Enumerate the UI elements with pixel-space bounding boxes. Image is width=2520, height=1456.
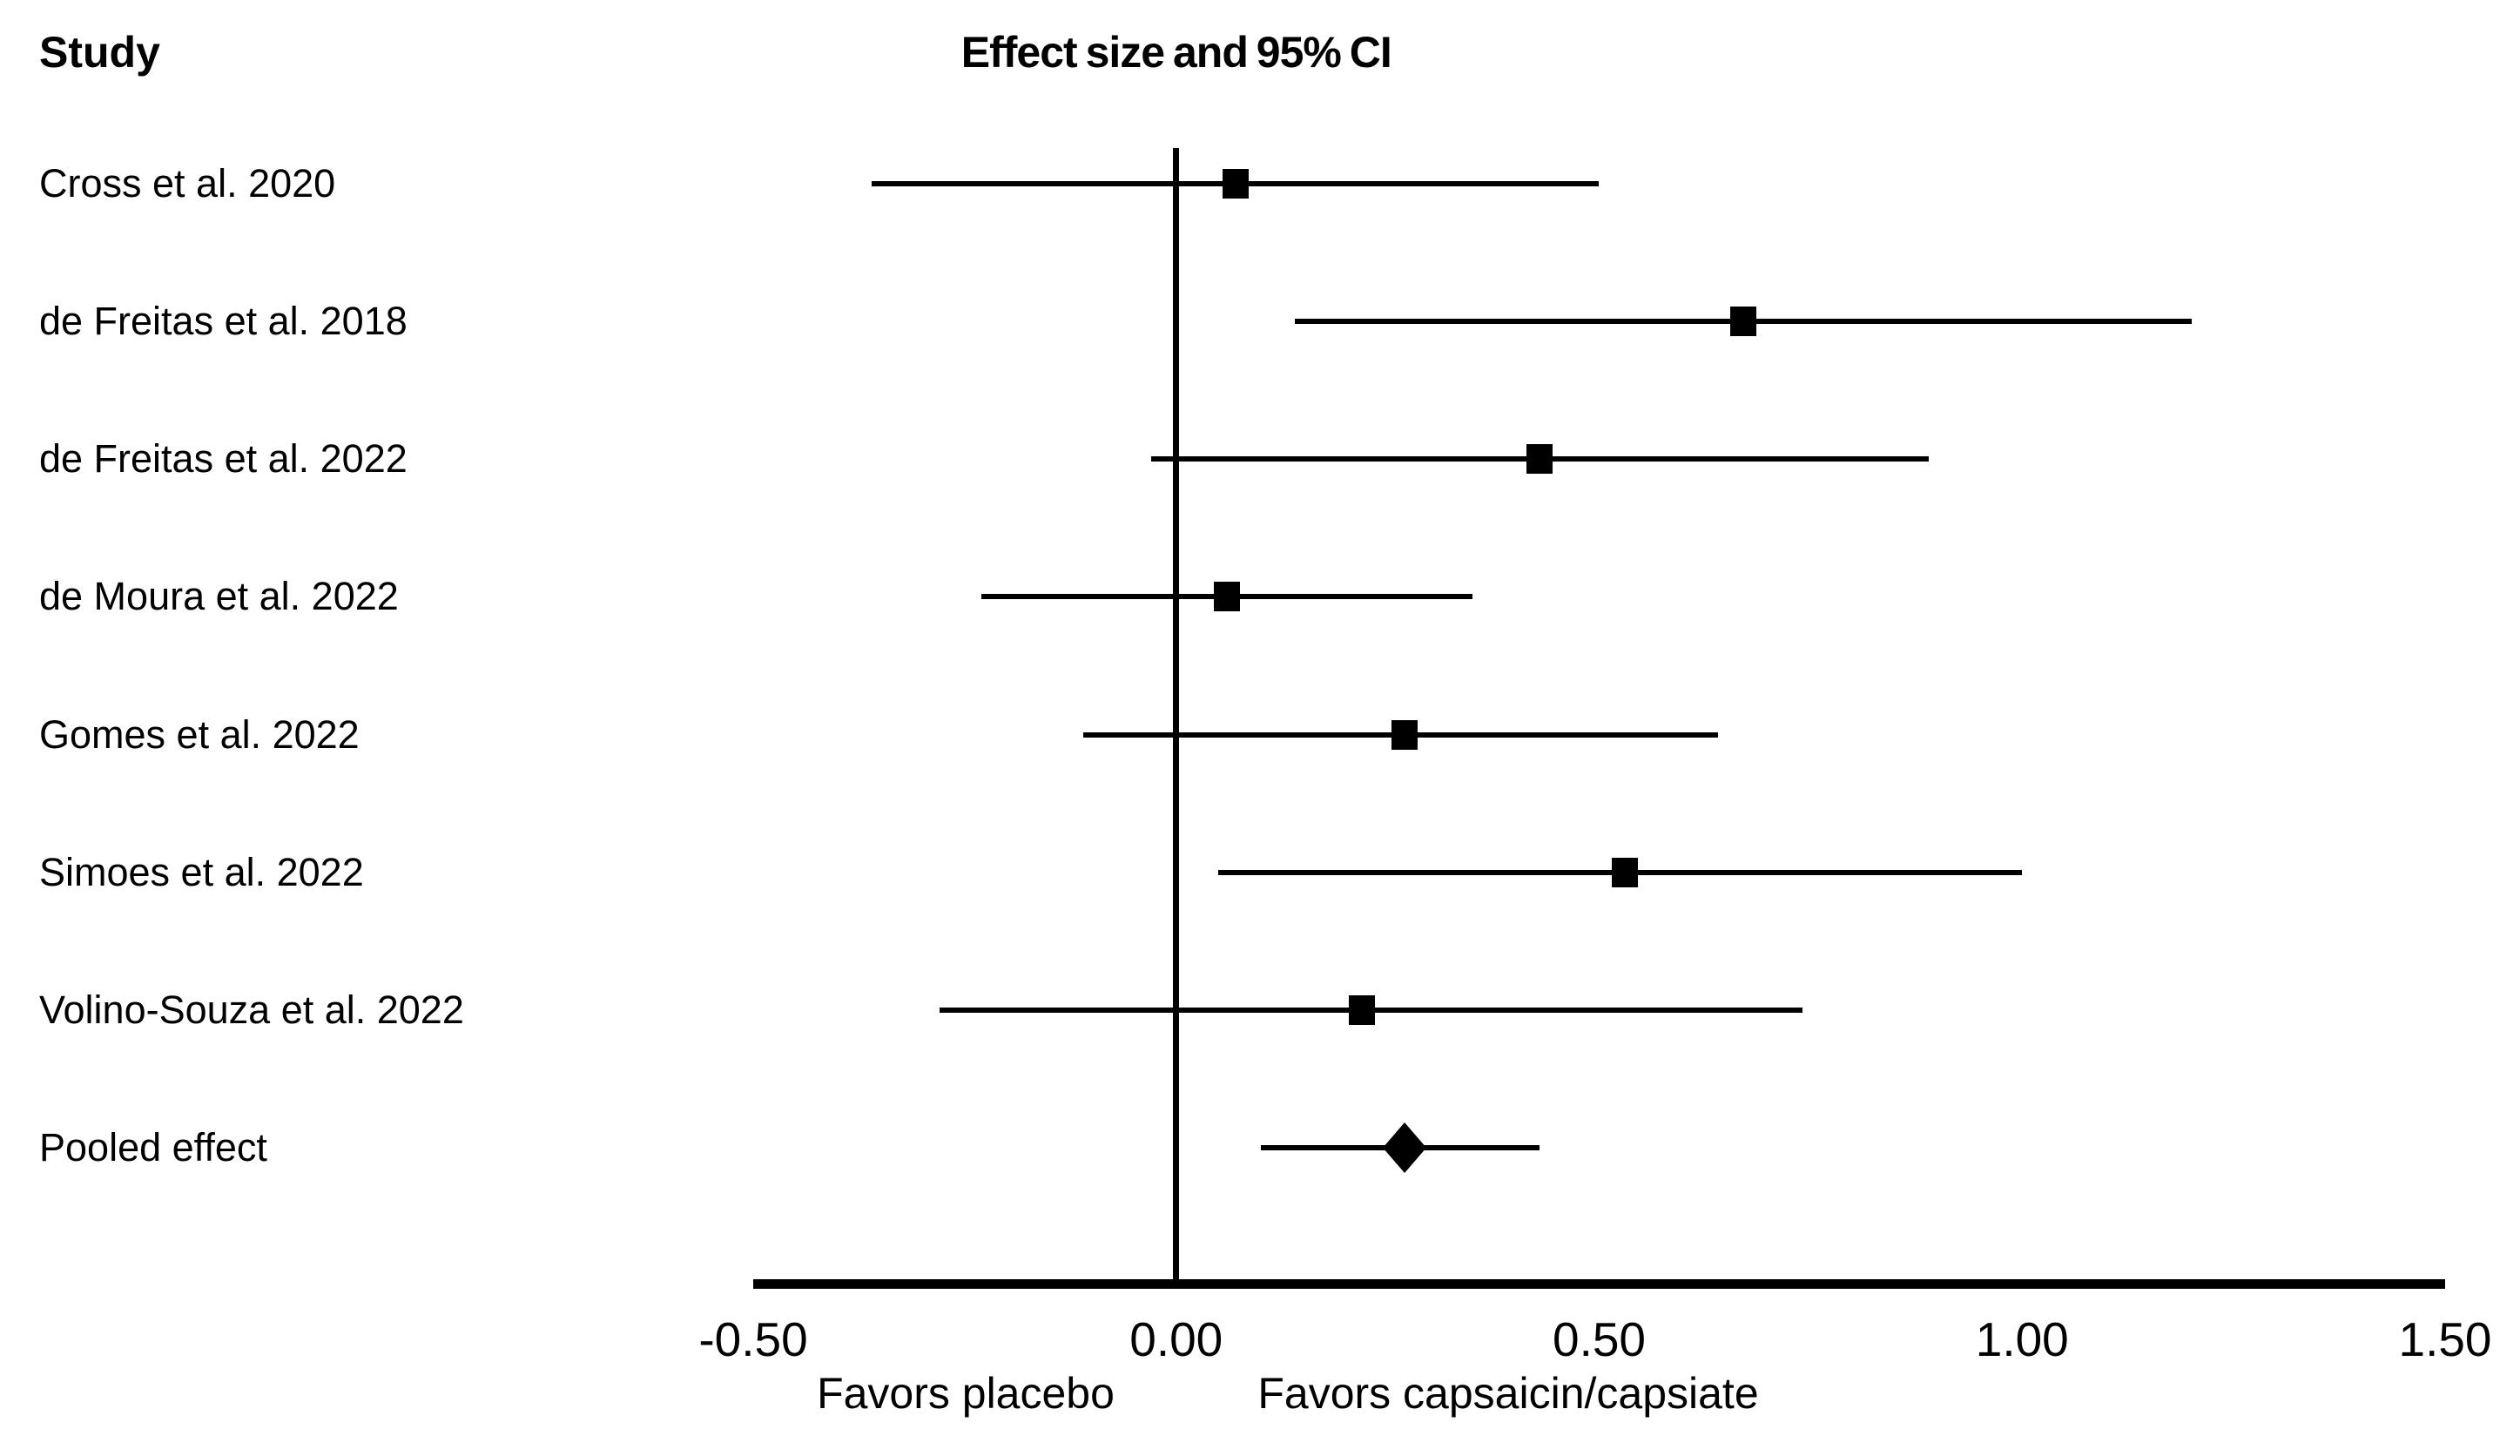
effect-size-square (1391, 719, 1418, 750)
pooled-effect-label: Pooled effect (39, 1124, 267, 1170)
effect-size-square (1611, 857, 1638, 887)
favors-capsaicin-label: Favors capsaicin/capsiate (1257, 1369, 1759, 1418)
zero-reference-line (1173, 148, 1180, 1288)
study-label: Volino-Souza et al. 2022 (39, 987, 464, 1032)
x-tick-label: -0.50 (698, 1312, 808, 1366)
effect-size-square (1222, 169, 1249, 199)
study-label: de Moura et al. 2022 (39, 574, 399, 619)
x-tick-label: 0.50 (1552, 1312, 1647, 1366)
x-tick-label: 0.00 (1129, 1312, 1223, 1366)
favors-placebo-label: Favors placebo (817, 1369, 1115, 1418)
effect-size-square (1214, 582, 1241, 612)
effect-size-square (1349, 994, 1376, 1025)
study-label: de Freitas et al. 2018 (39, 299, 408, 344)
pooled-effect-diamond (1383, 1122, 1427, 1173)
study-label: Gomes et al. 2022 (39, 711, 360, 757)
effect-size-square (1526, 444, 1553, 475)
column-header-study: Study (39, 28, 160, 77)
x-tick-label: 1.00 (1975, 1312, 2069, 1366)
study-label: Simoes et al. 2022 (39, 849, 364, 894)
column-header-effect-size: Effect size and 95% CI (960, 28, 1392, 77)
x-tick-label: 1.50 (2398, 1312, 2492, 1366)
effect-size-square (1729, 307, 1756, 337)
study-label: de Freitas et al. 2022 (39, 436, 408, 482)
x-axis-line (753, 1278, 2445, 1289)
study-label: Cross et al. 2020 (39, 161, 336, 206)
